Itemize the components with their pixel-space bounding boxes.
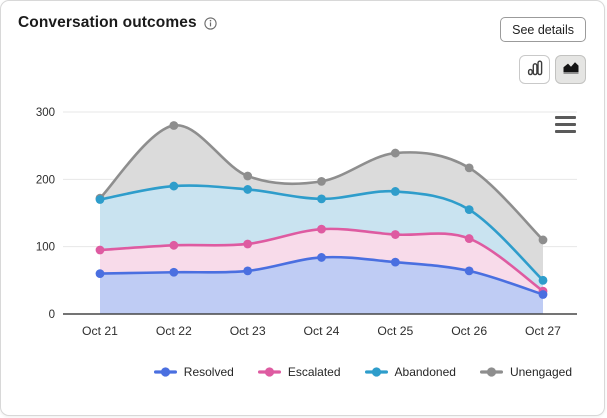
legend-marker-icon (153, 367, 177, 377)
chart-canvas[interactable]: 0 100 200 300 Oct 21 Oct 22 Oct 23 Oct 24 Oct 25… (1, 96, 605, 348)
x-axis-labels: Oct 21 Oct 22 Oct 23 Oct 24 Oct 25 Oct 26 Oct … (82, 324, 561, 338)
chart-region: 0 100 200 300 Oct 21 Oct 22 Oct 23 Oct 24 Oct 25… (1, 96, 605, 348)
svg-text:Oct 25: Oct 25 (377, 324, 413, 338)
data-point[interactable] (169, 267, 179, 277)
svg-text:Oct 22: Oct 22 (156, 324, 192, 338)
legend-label: Abandoned (394, 365, 456, 379)
data-point[interactable] (317, 194, 326, 204)
data-point[interactable] (464, 163, 474, 173)
data-point[interactable] (95, 269, 105, 278)
data-point[interactable] (317, 176, 326, 186)
svg-text:200: 200 (36, 174, 55, 186)
data-point[interactable] (390, 187, 400, 196)
chart-legend: Resolved Escalated Abandoned Unengaged (1, 362, 604, 382)
data-point[interactable] (390, 148, 400, 158)
legend-label: Resolved (183, 365, 234, 379)
data-point[interactable] (317, 224, 326, 234)
chart-type-toggle-group (519, 55, 586, 84)
data-point[interactable] (464, 266, 474, 276)
data-point[interactable] (243, 266, 253, 276)
legend-item-abandoned[interactable]: Abandoned (364, 365, 456, 379)
legend-marker-icon (479, 367, 503, 377)
data-point[interactable] (464, 234, 474, 243)
svg-text:Oct 21: Oct 21 (82, 324, 118, 338)
data-point[interactable] (243, 239, 253, 249)
page-title: Conversation outcomes (18, 14, 197, 31)
bar-chart-toggle-button[interactable] (519, 55, 550, 84)
legend-item-unengaged[interactable]: Unengaged (479, 365, 572, 379)
data-point[interactable] (390, 257, 400, 267)
data-point[interactable] (317, 253, 326, 262)
data-point[interactable] (95, 245, 105, 255)
svg-text:Oct 23: Oct 23 (230, 324, 266, 338)
hamburger-menu-icon (555, 116, 576, 120)
data-point[interactable] (538, 235, 548, 245)
data-point[interactable] (243, 171, 253, 181)
series-resolved (95, 253, 548, 314)
data-point[interactable] (169, 121, 179, 130)
area-chart-toggle-button[interactable] (555, 55, 586, 84)
area-chart-icon (562, 60, 580, 79)
data-point[interactable] (538, 275, 548, 285)
legend-item-escalated[interactable]: Escalated (257, 365, 341, 379)
svg-text:Oct 26: Oct 26 (451, 324, 487, 338)
svg-text:Oct 27: Oct 27 (525, 324, 561, 338)
svg-text:300: 300 (36, 107, 55, 119)
bar-chart-icon (526, 59, 544, 80)
legend-label: Escalated (287, 365, 341, 379)
data-point[interactable] (169, 240, 179, 250)
data-point[interactable] (538, 290, 548, 299)
data-point[interactable] (464, 205, 474, 215)
card-header: Conversation outcomes (18, 14, 217, 32)
info-icon[interactable] (204, 17, 217, 30)
legend-marker-icon (364, 367, 388, 377)
legend-label: Unengaged (509, 365, 572, 379)
svg-text:0: 0 (49, 309, 55, 321)
svg-text:100: 100 (36, 242, 55, 254)
chart-context-menu-button[interactable] (555, 116, 577, 133)
see-details-button[interactable]: See details (500, 17, 586, 42)
data-point[interactable] (390, 230, 400, 239)
data-point[interactable] (243, 185, 253, 194)
legend-marker-icon (257, 367, 281, 377)
svg-text:Oct 24: Oct 24 (304, 324, 340, 338)
data-point[interactable] (169, 181, 179, 191)
data-point[interactable] (95, 195, 105, 204)
y-axis-labels: 0 100 200 300 (36, 107, 55, 321)
legend-item-resolved[interactable]: Resolved (153, 365, 234, 379)
